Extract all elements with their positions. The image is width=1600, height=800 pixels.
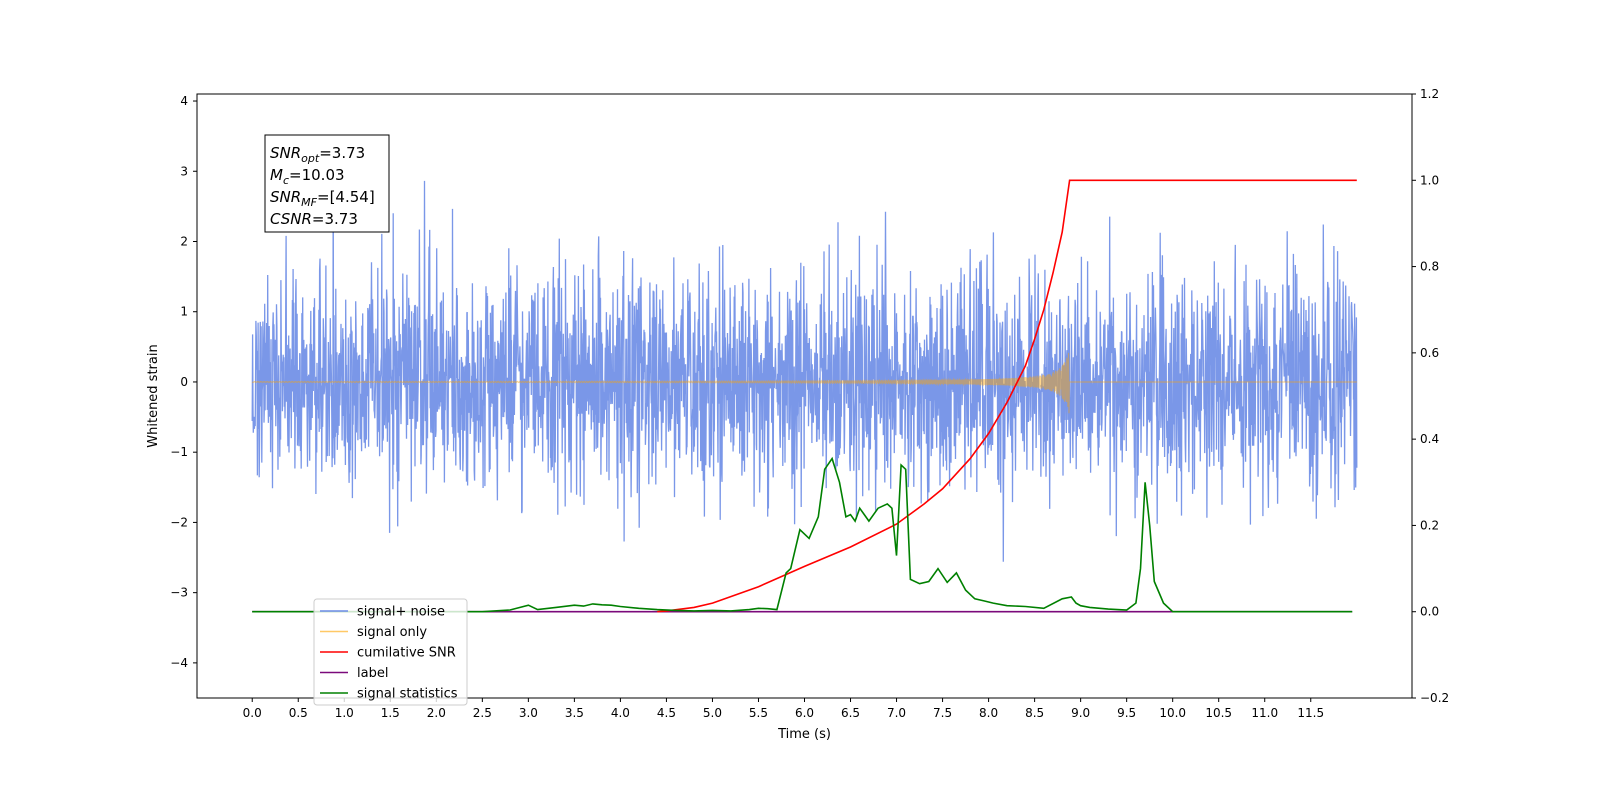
x-tick-label: 9.0: [1071, 706, 1090, 720]
y2-tick-label: 1.0: [1420, 173, 1439, 187]
signal-only-line: [251, 352, 1357, 414]
cumulative-snr-series: [657, 179, 1357, 613]
y2-tick-label: 0.0: [1420, 605, 1439, 619]
y-tick-label: 2: [180, 234, 188, 248]
annotation-line: CSNR=3.73: [270, 210, 358, 228]
annotation-frame: [264, 134, 390, 233]
x-tick-label: 10.0: [1159, 706, 1186, 720]
x-tick-label: 8.5: [1025, 706, 1044, 720]
x-tick-label: 11.5: [1297, 706, 1324, 720]
annotation-line: SNRopt=3.73: [270, 144, 365, 165]
y-axis-label: Whitened strain: [146, 344, 161, 447]
x-tick-label: 6.5: [841, 706, 860, 720]
y-tick-label: −4: [170, 656, 188, 670]
x-tick-label: 4.0: [611, 706, 630, 720]
legend: signal+ noise signal only cumilative SNR la…: [313, 598, 468, 706]
x-axis-ticks: 0.0 0.5 1.0 1.5 2.0 2.5 3.0 3.5 4.0 4.5 5.0 5.5 6.0 6…: [243, 698, 1324, 720]
signal-only-series: [251, 352, 1357, 414]
x-axis-label: Time (s): [777, 727, 831, 742]
x-tick-label: 10.5: [1205, 706, 1232, 720]
x-tick-label: 6.0: [795, 706, 814, 720]
y-axis-ticks: −4 −3 −2 −1 0 1 2 3 4: [170, 94, 197, 670]
y2-tick-label: 0.8: [1420, 260, 1439, 274]
y2-axis-ticks: −0.2 0.0 0.2 0.4 0.6 0.8 1.0 1.2: [1412, 87, 1449, 705]
y-tick-label: 4: [180, 94, 188, 108]
annotation-line: Mc=10.03: [270, 166, 345, 187]
x-tick-label: 4.5: [657, 706, 676, 720]
x-tick-label: 1.5: [381, 706, 400, 720]
signal-noise-series: [251, 157, 1358, 562]
y2-tick-label: −0.2: [1420, 691, 1449, 705]
y-tick-label: 1: [180, 305, 188, 319]
x-tick-label: 5.0: [703, 706, 722, 720]
y2-tick-label: 1.2: [1420, 87, 1439, 101]
y-tick-label: 0: [180, 375, 188, 389]
x-tick-label: 8.0: [979, 706, 998, 720]
annotation-line: SNRMF=[4.54]: [270, 188, 375, 209]
y2-tick-label: 0.4: [1420, 432, 1439, 446]
x-tick-label: 1.0: [335, 706, 354, 720]
x-tick-label: 0.5: [289, 706, 308, 720]
legend-label: signal statistics: [357, 687, 458, 702]
y-tick-label: −1: [170, 445, 188, 459]
x-tick-label: 3.0: [519, 706, 538, 720]
legend-frame: [313, 598, 468, 706]
x-tick-label: 7.0: [887, 706, 906, 720]
x-tick-label: 0.0: [243, 706, 262, 720]
signal-statistics-series: [252, 456, 1353, 613]
legend-label: signal+ noise: [357, 605, 445, 620]
x-tick-label: 5.5: [749, 706, 768, 720]
x-tick-label: 7.5: [933, 706, 952, 720]
x-tick-label: 2.5: [473, 706, 492, 720]
y-tick-label: 3: [180, 164, 188, 178]
cumulative-snr-line: [657, 179, 1357, 613]
x-tick-label: 9.5: [1117, 706, 1136, 720]
signal-statistics-line: [252, 456, 1353, 613]
legend-label: cumilative SNR: [357, 646, 456, 661]
legend-label: signal only: [357, 625, 427, 640]
signal-noise-line: [251, 157, 1358, 562]
y-tick-label: −3: [170, 586, 188, 600]
x-tick-label: 3.5: [565, 706, 584, 720]
y2-tick-label: 0.2: [1420, 518, 1439, 532]
y-tick-label: −2: [170, 515, 188, 529]
legend-label: label: [357, 666, 388, 681]
x-tick-label: 11.0: [1251, 706, 1278, 720]
y2-tick-label: 0.6: [1420, 346, 1439, 360]
x-tick-label: 2.0: [427, 706, 446, 720]
